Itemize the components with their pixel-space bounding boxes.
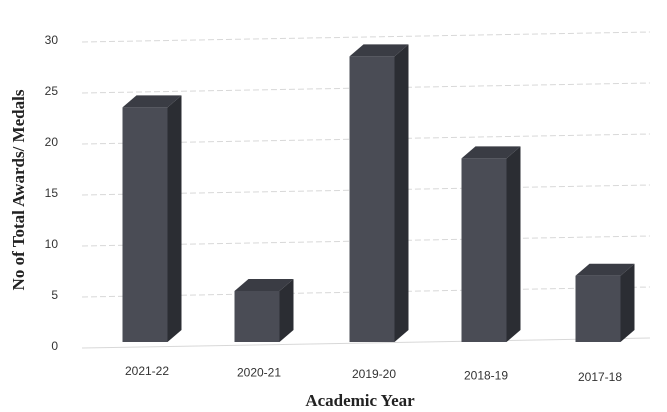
bar-side — [167, 95, 182, 343]
bar-front — [122, 107, 168, 343]
bars — [122, 44, 635, 343]
bar-top — [122, 95, 182, 108]
x-axis-title: Academic Year — [305, 391, 415, 410]
y-tick-label: 25 — [45, 84, 59, 98]
x-tick-label: 2019-20 — [352, 367, 396, 381]
y-axis-title: No of Total Awards/ Medals — [9, 89, 28, 290]
bar — [349, 44, 409, 343]
bar — [461, 146, 521, 342]
bar-front — [349, 56, 395, 343]
bar-top — [461, 146, 521, 159]
grid-line — [81, 337, 651, 349]
y-tick-label: 5 — [51, 288, 58, 302]
bar — [122, 95, 182, 343]
bar-side — [506, 146, 521, 342]
y-tick-label: 10 — [45, 237, 59, 251]
bar-side — [279, 279, 294, 342]
bar-side — [620, 263, 635, 342]
x-tick-label: 2020-21 — [237, 366, 281, 380]
x-tick-label: 2017-18 — [578, 370, 622, 384]
bar — [234, 279, 294, 342]
bar-top — [234, 279, 294, 291]
y-tick-label: 15 — [45, 186, 59, 200]
bar-top — [349, 44, 409, 57]
bar-front — [234, 291, 280, 342]
bar-side — [394, 44, 409, 343]
y-axis-ticks: 0 5 10 15 20 25 30 — [45, 33, 59, 353]
y-tick-label: 30 — [45, 33, 59, 47]
y-tick-label: 20 — [45, 135, 59, 149]
x-axis-ticks: 2021-22 2020-21 2019-20 2018-19 2017-18 — [125, 364, 622, 384]
grid-line — [81, 31, 651, 43]
bar-front — [575, 275, 621, 342]
bar-front — [461, 158, 507, 342]
bar-top — [575, 263, 635, 276]
y-tick-label: 0 — [51, 339, 58, 353]
x-tick-label: 2018-19 — [464, 369, 508, 383]
bar — [575, 263, 635, 342]
x-tick-label: 2021-22 — [125, 364, 169, 378]
